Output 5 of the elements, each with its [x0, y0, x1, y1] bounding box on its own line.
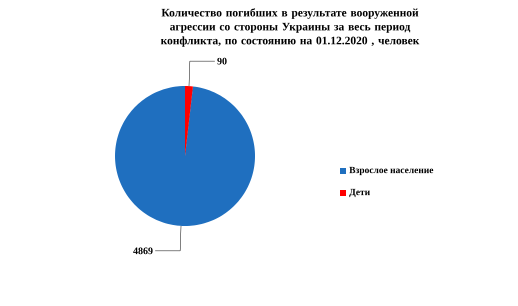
- data-label: 90: [217, 58, 227, 65]
- chart-title: Количество погибших в результате вооруженной агрессии со стороны Украины за весь период конфликта, по состоянию на 01.12.2020 , человек: [160, 8, 420, 47]
- data-label: 4869: [133, 247, 153, 254]
- legend-label: Взрослое население: [349, 166, 434, 176]
- legend-label: Дети: [349, 188, 370, 198]
